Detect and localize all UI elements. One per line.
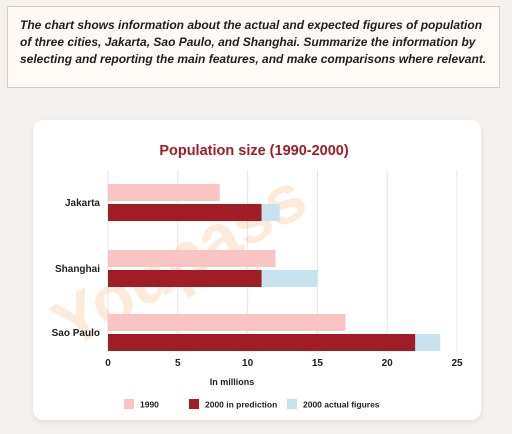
x-tick-label-0: 0 xyxy=(105,358,111,369)
x-tick-label-15: 15 xyxy=(312,358,324,369)
x-tick-label-20: 20 xyxy=(382,358,394,369)
x-tick-label-10: 10 xyxy=(242,358,254,369)
category-label-sao-paulo: Sao Paulo xyxy=(52,328,100,339)
category-label-jakarta: Jakarta xyxy=(65,198,100,209)
x-tick-label-25: 25 xyxy=(451,358,463,369)
bar-sao-paulo-1990 xyxy=(108,314,346,331)
category-label-shanghai: Shanghai xyxy=(55,264,100,275)
task-prompt: The chart shows information about the ac… xyxy=(7,6,500,88)
x-axis-label: In millions xyxy=(210,377,255,387)
axis-labels: 0 5 10 15 20 25 Jakarta Shanghai Sao Paulo xyxy=(52,198,463,369)
bar-shanghai-2000-in-prediction xyxy=(108,270,262,287)
legend-swatch-2000-in-prediction xyxy=(189,399,199,409)
chart-title: Population size (1990-2000) xyxy=(159,143,349,159)
legend-label-2000-in-prediction: 2000 in prediction xyxy=(205,400,277,410)
legend-label-1990: 1990 xyxy=(140,400,159,410)
bar-sao-paulo-2000-in-prediction xyxy=(108,334,416,351)
bars xyxy=(108,184,441,351)
legend-swatch-2000-actual-figures xyxy=(287,399,297,409)
bar-jakarta-1990 xyxy=(108,184,220,201)
legend-label-2000-actual-figures: 2000 actual figures xyxy=(303,400,380,410)
bar-shanghai-1990 xyxy=(108,250,276,267)
x-tick-label-5: 5 xyxy=(175,358,181,369)
legend-swatch-1990 xyxy=(124,399,134,409)
legend: 1990 2000 in prediction 2000 actual figure… xyxy=(124,399,380,410)
bar-jakarta-2000-in-prediction xyxy=(108,204,262,221)
